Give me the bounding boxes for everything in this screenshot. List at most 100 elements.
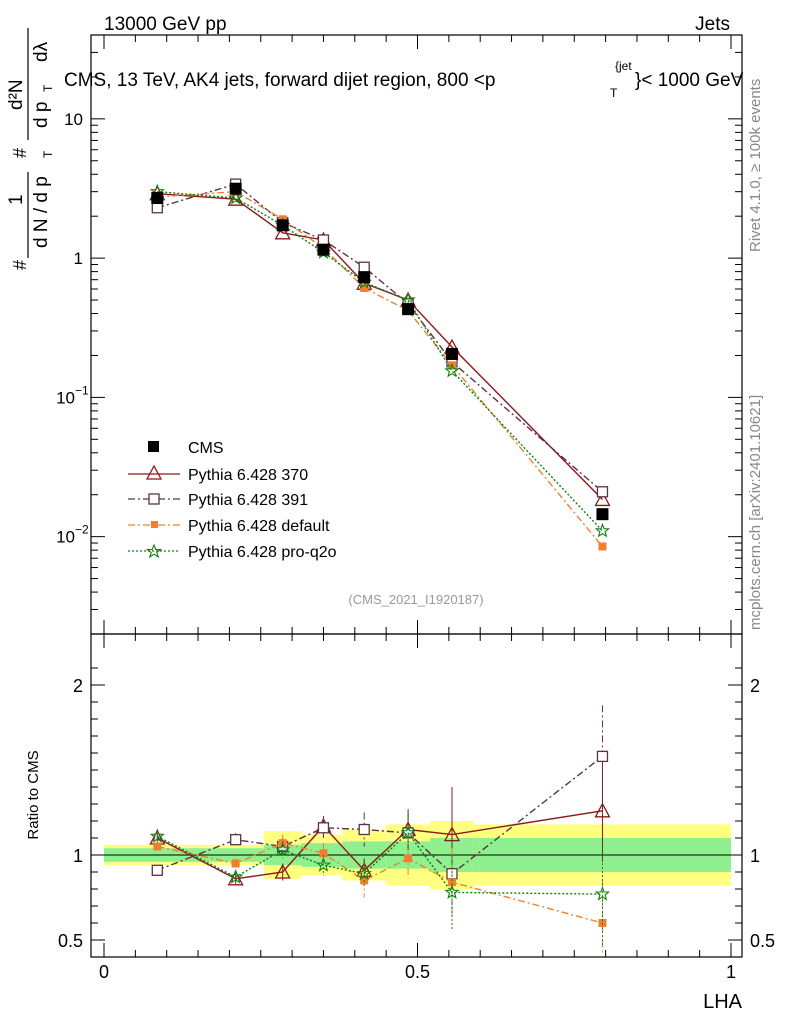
ratio-point-pythia-6-428-370-2	[274, 863, 291, 879]
ratio-point-pythia-6-428-370-1	[227, 870, 244, 886]
point-pythia-6-428-370-7	[594, 491, 611, 507]
header-jets: Jets	[695, 14, 730, 35]
legend-marker-370	[145, 464, 163, 480]
ratio-ytick-label-2: 2	[73, 676, 83, 696]
legend-item-391: Pythia 6.428 391	[128, 492, 308, 509]
ratio-ytick-label-0: 0.5	[58, 931, 83, 951]
main-series	[149, 178, 611, 551]
header-energy: 13000 GeV pp	[104, 14, 227, 35]
legend-label-370: Pythia 6.428 370	[188, 467, 308, 484]
ratio-series	[149, 705, 611, 956]
ylabel-hash2: #	[10, 148, 30, 158]
ratio-point-pythia-6-428-391-3	[317, 822, 330, 834]
ratio-point-pythia-6-428-default-0	[153, 842, 162, 851]
ratio-line-pythia-6-428-default	[157, 842, 603, 924]
legend-label-cms: CMS	[188, 440, 224, 457]
plot-title: CMS, 13 TeV, AK4 jets, forward dijet reg…	[64, 59, 744, 100]
ratio-point-pythia-6-428-391-4	[358, 823, 370, 836]
point-pythia-6-428-default-4	[360, 284, 369, 293]
series-line-pythia-6-428-370	[157, 193, 603, 500]
point-pythia-6-428-391-7	[596, 486, 609, 498]
ylabel-num: 1	[6, 194, 27, 205]
point-cms-5	[402, 303, 415, 316]
legend-item-pro-q2o: Pythia 6.428 pro-q2o	[128, 543, 337, 561]
ylabel-den: d N / d p	[31, 176, 52, 248]
legend: CMS Pythia 6.428 370 Pythia 6.428 391 Py…	[128, 440, 337, 561]
ratio-point-pythia-6-428-pro-q2o-5	[400, 824, 416, 840]
ratio-point-pythia-6-428-391-0	[151, 864, 163, 876]
ratio-point-pythia-6-428-default-6	[447, 878, 456, 887]
ylabel-d2n: d²N	[6, 79, 27, 110]
main-ytick-label-2: 1	[74, 249, 83, 268]
xtick-label-0: 0	[99, 962, 109, 982]
point-pythia-6-428-pro-q2o-7	[594, 522, 611, 538]
series-line-pythia-6-428-default	[157, 190, 604, 547]
legend-label-default: Pythia 6.428 default	[188, 518, 330, 535]
ratio-line-pythia-6-428-391	[157, 755, 603, 875]
series-line-pythia-6-428-pro-q2o	[157, 190, 603, 532]
main-ytick-label-0: 10	[56, 528, 75, 547]
legend-marker-pro-q2o	[145, 543, 163, 559]
ratio-point-pythia-6-428-pro-q2o-1	[227, 869, 244, 884]
ratio-ytick-label-right-0: 0.5	[750, 931, 775, 951]
x-axis-label: LHA	[703, 991, 743, 1013]
ratio-point-pythia-6-428-pro-q2o-3	[315, 857, 332, 872]
ratio-point-pythia-6-428-370-6	[443, 826, 461, 842]
point-pythia-6-428-391-3	[317, 234, 330, 246]
title-sup: {jet	[615, 59, 632, 73]
legend-marker-391	[148, 493, 160, 505]
main-ytick-exp-1: −1	[75, 383, 89, 397]
point-pythia-6-428-391-4	[358, 261, 370, 273]
main-ytick-label-3: 10	[64, 110, 83, 129]
title-sub: T	[610, 86, 618, 100]
legend-item-default: Pythia 6.428 default	[128, 518, 330, 535]
ylabel-dlambda: dλ	[31, 41, 52, 62]
ratio-line-pythia-6-428-370	[156, 810, 603, 880]
legend-marker-default	[151, 521, 158, 528]
ratio-point-pythia-6-428-pro-q2o-6	[444, 884, 460, 899]
ratio-line-pythia-6-428-pro-q2o	[156, 831, 603, 895]
ylabel-dpt-sub: T	[41, 84, 55, 92]
ylabel-den-sub: T	[41, 150, 55, 158]
point-pythia-6-428-default-7	[598, 542, 607, 551]
ratio-point-pythia-6-428-pro-q2o-2	[274, 841, 291, 857]
legend-item-370: Pythia 6.428 370	[128, 464, 308, 484]
rivet-version: Rivet 4.1.0, ≥ 100k events	[747, 79, 764, 252]
mcplots-source: mcplots.cern.ch [arXiv:2401.10621]	[747, 395, 764, 630]
ratio-ytick-label-right-1: 1	[750, 846, 760, 866]
main-ytick-exp-0: −2	[75, 523, 89, 537]
point-pythia-6-428-pro-q2o-6	[444, 362, 460, 378]
ratio-point-pythia-6-428-391-1	[230, 834, 242, 846]
point-pythia-6-428-391-0	[151, 202, 163, 214]
point-pythia-6-428-pro-q2o-5	[400, 291, 416, 307]
series-line-pythia-6-428-391	[157, 183, 603, 493]
main-ylabel: # 1 d N / d p T # d²N d p T dλ	[6, 28, 55, 270]
point-cms-0	[151, 192, 164, 205]
xtick-label-2: 1	[726, 962, 736, 982]
ratio-point-pythia-6-428-pro-q2o-4	[356, 865, 372, 881]
ratio-point-pythia-6-428-default-3	[319, 849, 328, 858]
point-cms-4	[358, 271, 371, 284]
point-cms-3	[317, 243, 330, 256]
title-end: }< 1000 GeV	[635, 70, 744, 91]
ratio-point-pythia-6-428-default-5	[404, 854, 413, 863]
main-ytick-label-1: 10	[56, 388, 75, 407]
point-cms-6	[445, 347, 458, 360]
ratio-point-pythia-6-428-default-7	[598, 919, 607, 927]
title-main: CMS, 13 TeV, AK4 jets, forward dijet reg…	[64, 70, 495, 91]
ratio-point-pythia-6-428-default-1	[231, 859, 240, 868]
xtick-label-1: 0.5	[405, 962, 430, 982]
ratio-point-pythia-6-428-pro-q2o-0	[149, 828, 166, 843]
point-cms-2	[276, 219, 289, 232]
legend-item-cms: CMS	[148, 440, 224, 457]
point-cms-7	[596, 508, 609, 521]
point-pythia-6-428-370-2	[274, 224, 291, 240]
ratio-ytick-label-1: 1	[73, 846, 83, 866]
point-pythia-6-428-pro-q2o-1	[228, 189, 244, 205]
point-cms-1	[229, 182, 242, 195]
ratio-point-pythia-6-428-391-7	[596, 750, 609, 763]
ratio-point-pythia-6-428-370-7	[594, 802, 611, 818]
ylabel-hash1: #	[10, 260, 30, 270]
